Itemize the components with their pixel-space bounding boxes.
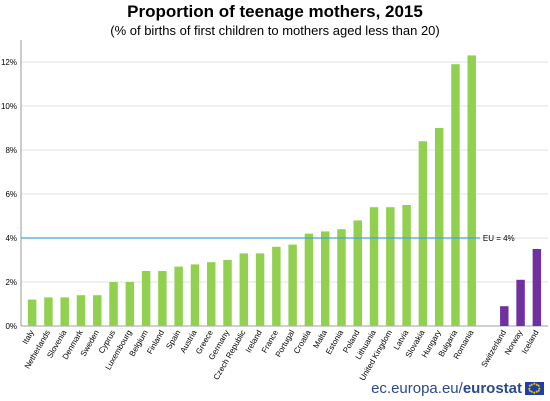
footer-branding: ec.europa.eu/eurostat [371, 380, 522, 397]
bar [532, 249, 542, 326]
y-tick-label: 8% [5, 146, 17, 155]
bar [320, 231, 330, 326]
chart-title: Proportion of teenage mothers, 2015 [127, 2, 423, 21]
flag-star-icon: ★ [530, 389, 534, 395]
bar [402, 205, 411, 326]
flag-star-icon: ★ [528, 387, 532, 393]
flag-star-icon: ★ [532, 381, 537, 386]
flag-star-icon: ★ [532, 390, 537, 395]
bar [353, 220, 362, 326]
bar [272, 246, 281, 326]
flag-star-icon: ★ [536, 383, 541, 389]
eu-average-label: EU = 4% [483, 234, 515, 243]
bar [76, 295, 86, 326]
bar [190, 264, 200, 326]
bar [467, 55, 476, 327]
bar [516, 279, 525, 326]
footer-brand: eurostat [462, 380, 522, 397]
bar [434, 128, 444, 326]
bar [288, 244, 297, 326]
bar [44, 297, 53, 326]
bar [109, 282, 118, 326]
bar [451, 64, 460, 326]
flag-star-icon: ★ [528, 383, 532, 389]
bar [27, 299, 37, 326]
bar [239, 253, 249, 326]
bar [174, 266, 183, 326]
flag-star-icon: ★ [535, 389, 539, 395]
y-tick-label: 12% [1, 58, 17, 67]
flag-star-icon: ★ [535, 381, 539, 387]
bar [255, 253, 265, 326]
flag-star-icon: ★ [530, 381, 534, 387]
bar [304, 233, 314, 326]
bar [141, 271, 151, 326]
bar [158, 271, 167, 326]
chart-subtitle: (% of births of first children to mother… [110, 23, 440, 38]
flag-star-icon: ★ [527, 385, 532, 391]
y-tick-label: 4% [5, 234, 17, 243]
bar [93, 295, 102, 326]
bar [60, 297, 69, 326]
bar [207, 262, 216, 326]
x-tick-label: Croatia [292, 328, 313, 355]
bar [337, 229, 346, 326]
bar [125, 282, 135, 326]
footer-site: ec.europa.eu/ [371, 380, 463, 397]
bar [500, 306, 509, 326]
flag-star-icon: ★ [537, 385, 542, 391]
eu-flag-icon: ★ ★ ★ ★ ★ ★ ★ ★ ★ ★ ★ ★ [525, 382, 544, 395]
bar [223, 260, 232, 326]
bar [386, 207, 395, 326]
y-tick-label: 2% [5, 278, 17, 287]
flag-star-icon: ★ [536, 387, 541, 393]
x-tick-label: Italy [21, 329, 36, 346]
bar [418, 141, 428, 326]
bar [369, 207, 379, 326]
y-tick-label: 6% [5, 190, 17, 199]
y-tick-label: 0% [5, 322, 17, 331]
y-tick-label: 10% [1, 102, 17, 111]
